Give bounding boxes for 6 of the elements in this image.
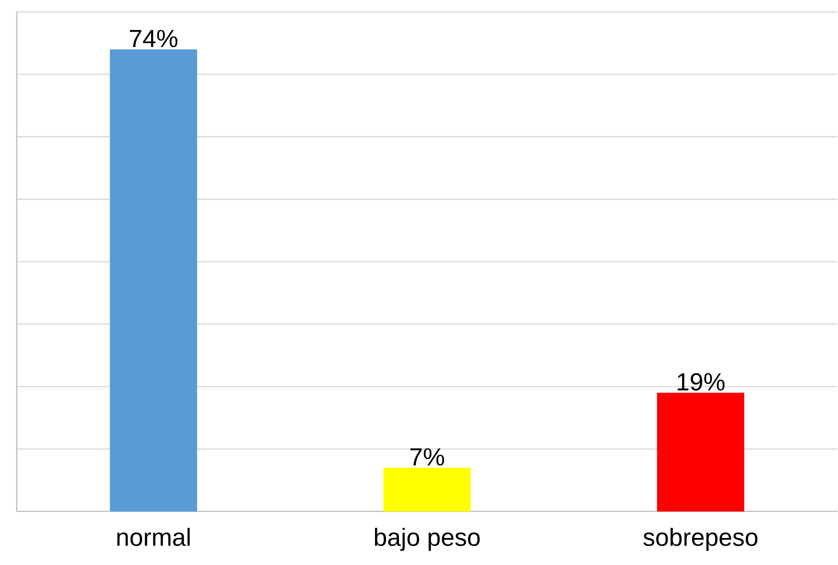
x-tick-label: normal (117, 528, 190, 546)
x-tick-label: bajo peso (374, 528, 480, 551)
x-tick-label: sobrepeso (643, 528, 758, 551)
data-label: 19% (678, 373, 725, 391)
data-label: 74% (130, 30, 178, 48)
data-label: 7% (410, 448, 444, 466)
